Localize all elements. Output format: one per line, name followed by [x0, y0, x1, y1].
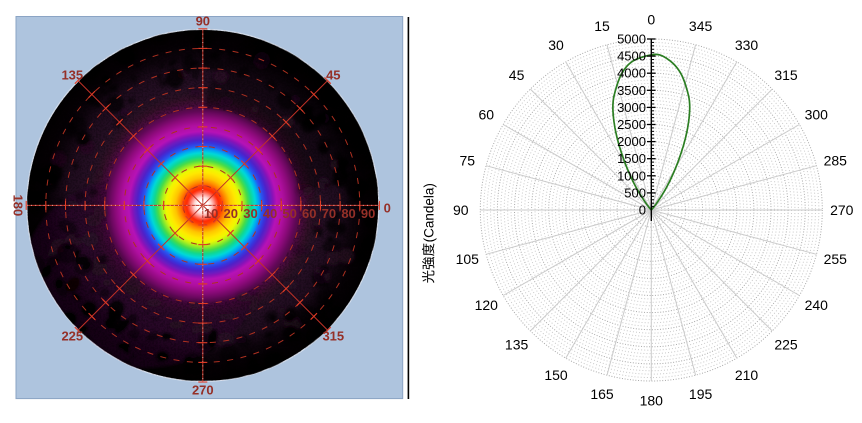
svg-text:40: 40: [263, 206, 277, 221]
svg-text:3500: 3500: [617, 83, 646, 98]
svg-text:225: 225: [61, 329, 83, 344]
svg-text:120: 120: [475, 297, 499, 313]
svg-text:180: 180: [640, 392, 664, 408]
svg-text:2000: 2000: [617, 134, 646, 149]
svg-text:270: 270: [192, 383, 214, 398]
svg-text:4500: 4500: [617, 49, 646, 64]
svg-text:500: 500: [624, 185, 646, 200]
svg-text:105: 105: [456, 251, 480, 267]
svg-text:0: 0: [639, 203, 646, 218]
svg-text:20: 20: [224, 206, 238, 221]
svg-text:5000: 5000: [617, 32, 646, 47]
svg-text:60: 60: [479, 107, 495, 123]
svg-text:270: 270: [830, 202, 854, 218]
svg-text:90: 90: [196, 14, 210, 29]
svg-text:1500: 1500: [617, 151, 646, 166]
svg-text:240: 240: [805, 297, 829, 313]
svg-text:165: 165: [590, 386, 614, 402]
svg-text:0: 0: [647, 11, 655, 27]
svg-text:(Candela): (Candela): [421, 183, 436, 242]
svg-text:90: 90: [361, 206, 375, 221]
svg-text:50: 50: [282, 206, 296, 221]
svg-text:80: 80: [341, 206, 355, 221]
svg-text:4000: 4000: [617, 66, 646, 81]
svg-text:30: 30: [548, 37, 564, 53]
svg-text:330: 330: [735, 37, 759, 53]
svg-text:210: 210: [735, 367, 759, 383]
svg-text:180: 180: [10, 195, 25, 217]
svg-text:0: 0: [384, 201, 391, 216]
svg-text:2500: 2500: [617, 117, 646, 132]
svg-text:60: 60: [302, 206, 316, 221]
svg-text:300: 300: [805, 107, 829, 123]
svg-text:195: 195: [689, 386, 713, 402]
svg-text:135: 135: [61, 68, 83, 83]
svg-text:135: 135: [505, 337, 529, 353]
svg-text:3000: 3000: [617, 100, 646, 115]
svg-text:30: 30: [243, 206, 257, 221]
svg-text:15: 15: [594, 18, 610, 34]
svg-text:255: 255: [824, 251, 848, 267]
svg-text:315: 315: [774, 67, 798, 83]
svg-text:1000: 1000: [617, 168, 646, 183]
svg-text:315: 315: [322, 329, 344, 344]
svg-text:45: 45: [509, 67, 525, 83]
svg-text:45: 45: [326, 68, 340, 83]
svg-text:285: 285: [824, 153, 848, 169]
svg-text:70: 70: [322, 206, 336, 221]
svg-text:90: 90: [453, 202, 469, 218]
svg-text:225: 225: [774, 337, 798, 353]
svg-text:150: 150: [544, 367, 568, 383]
svg-text:345: 345: [689, 18, 713, 34]
svg-text:10: 10: [204, 206, 218, 221]
svg-text:75: 75: [460, 153, 476, 169]
